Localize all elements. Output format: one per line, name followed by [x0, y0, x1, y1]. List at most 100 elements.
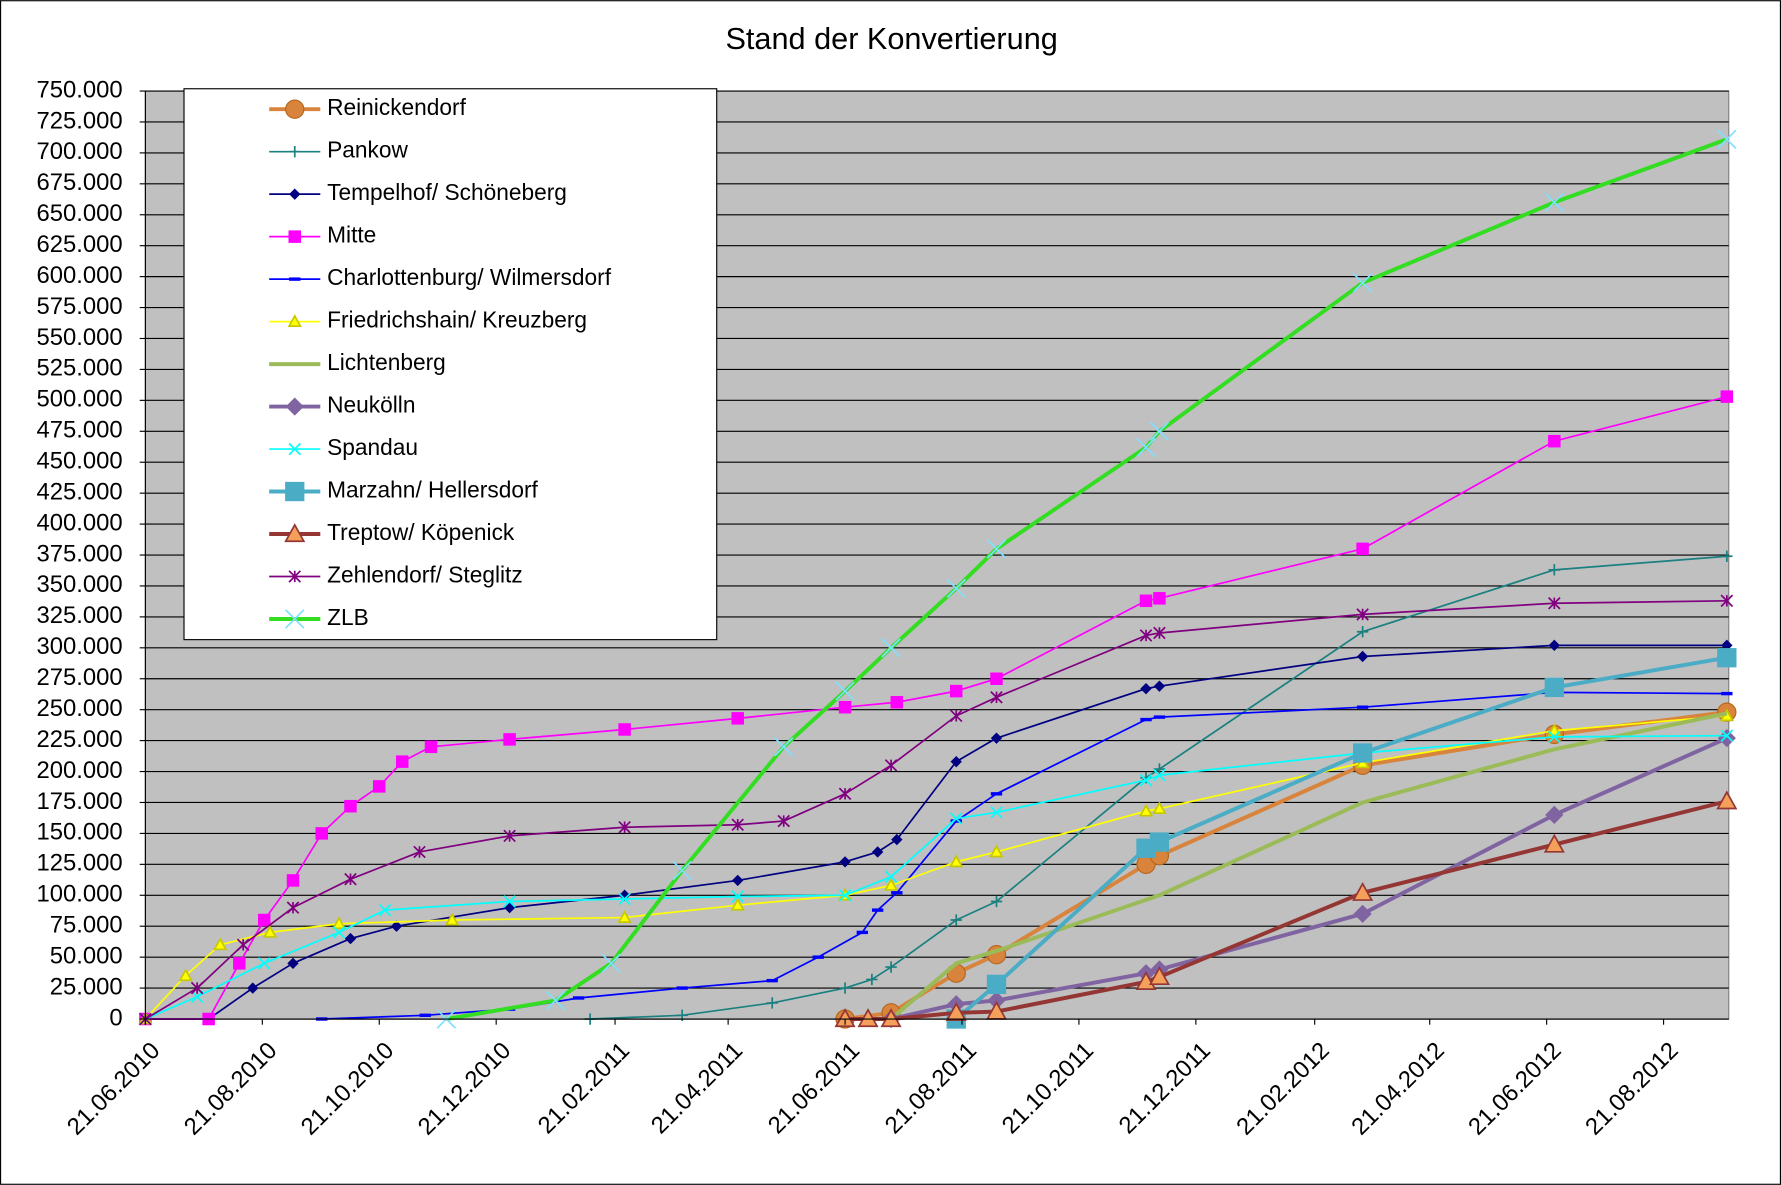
marker [1139, 773, 1153, 787]
marker [1149, 421, 1170, 441]
y-tick-label: 125.000 [36, 850, 122, 877]
marker [1148, 966, 1170, 986]
marker [777, 814, 790, 828]
legend-label: Spandau [327, 434, 418, 460]
marker [1153, 768, 1166, 782]
y-tick-label: 0 [109, 1004, 122, 1031]
marker [288, 570, 302, 583]
y-tick-label: 25.000 [50, 973, 123, 1000]
marker [390, 920, 403, 932]
marker [1548, 564, 1560, 576]
y-tick-label: 525.000 [36, 355, 122, 382]
marker [257, 957, 271, 970]
marker [839, 982, 851, 994]
marker [885, 961, 897, 973]
y-tick-label: 750.000 [36, 76, 122, 103]
legend-label: Tempelhof/ Schöneberg [327, 179, 567, 205]
marker [1149, 832, 1170, 852]
marker [1543, 833, 1565, 853]
marker [883, 877, 899, 891]
marker [1356, 608, 1369, 621]
marker [730, 897, 745, 911]
marker [1548, 730, 1561, 744]
marker [890, 696, 904, 709]
marker [884, 870, 898, 883]
y-tick-label: 100.000 [36, 881, 122, 908]
marker [990, 732, 1003, 744]
marker [1356, 650, 1369, 663]
marker [834, 1008, 856, 1028]
marker [1716, 790, 1738, 810]
marker [545, 990, 566, 1011]
marker [190, 981, 204, 995]
y-tick-label: 600.000 [36, 262, 122, 289]
marker [949, 854, 964, 868]
y-tick-label: 150.000 [36, 819, 122, 846]
marker [1548, 596, 1561, 610]
marker [990, 691, 1003, 704]
y-tick-label: 175.000 [36, 788, 122, 815]
marker [1544, 192, 1564, 213]
marker [286, 874, 300, 887]
marker [672, 860, 692, 881]
y-tick-label: 650.000 [36, 200, 122, 227]
marker [835, 681, 855, 701]
marker [1548, 434, 1561, 448]
marker [866, 973, 878, 986]
marker [1139, 629, 1153, 642]
marker [990, 672, 1003, 685]
marker [503, 895, 516, 908]
marker [949, 812, 963, 825]
marker [618, 723, 631, 736]
marker [257, 913, 271, 927]
marker [618, 892, 631, 906]
marker [285, 609, 305, 629]
marker [881, 638, 901, 658]
marker [373, 780, 386, 793]
marker [617, 910, 632, 923]
legend-label: Friedrichshain/ Kreuzberg [327, 307, 587, 333]
y-tick-label: 400.000 [36, 509, 122, 536]
marker [1544, 677, 1564, 698]
legend-label: Reinickendorf [327, 94, 467, 120]
y-tick-label: 50.000 [50, 942, 123, 969]
marker [946, 578, 966, 599]
marker [1135, 971, 1157, 991]
legend-label: ZLB [327, 604, 369, 630]
legend-label: Charlottenburg/ Wilmersdorf [327, 264, 612, 290]
legend-label: Marzahn/ Hellersdorf [327, 477, 538, 503]
y-tick-label: 725.000 [36, 107, 122, 134]
chart-title: Stand der Konvertierung [725, 22, 1057, 56]
marker [1356, 626, 1369, 638]
legend-label: Lichtenberg [327, 349, 446, 375]
marker [1139, 594, 1153, 608]
marker [344, 932, 357, 945]
marker [378, 903, 392, 917]
series [139, 390, 1734, 1026]
marker [413, 845, 426, 859]
marker [884, 759, 898, 772]
marker [990, 895, 1003, 908]
marker [986, 974, 1007, 995]
legend-label: Pankow [327, 137, 408, 163]
marker [1547, 723, 1562, 737]
series [139, 639, 1733, 1025]
y-tick-label: 700.000 [36, 138, 122, 165]
marker [1140, 772, 1152, 784]
marker [1352, 881, 1374, 901]
marker [262, 924, 278, 938]
marker [950, 755, 962, 768]
marker [396, 755, 409, 768]
marker [1720, 594, 1734, 608]
marker [1721, 550, 1733, 562]
marker [285, 397, 304, 416]
marker [766, 997, 778, 1009]
marker [424, 740, 438, 754]
y-tick-label: 500.000 [36, 386, 122, 413]
marker [285, 481, 305, 502]
series-line [889, 711, 1728, 1021]
marker [731, 818, 744, 832]
marker [1545, 805, 1564, 824]
y-tick-label: 225.000 [36, 726, 122, 753]
